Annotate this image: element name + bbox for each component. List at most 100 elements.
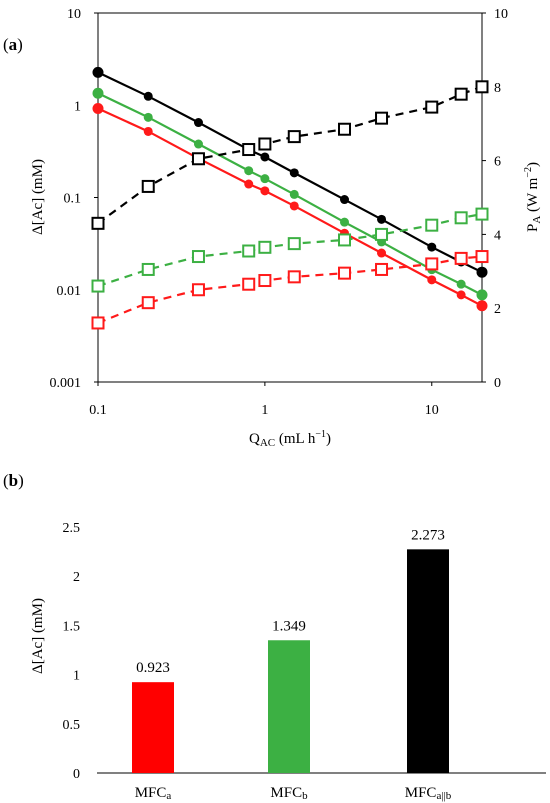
data-point (141, 179, 155, 193)
y2-axis-ticks: 0 2 4 6 8 10 (482, 7, 508, 391)
data-point (340, 217, 350, 227)
bar-y-tick-label: 0 (73, 767, 80, 782)
data-point (476, 266, 488, 278)
y-axis-title: Δ[Ac] (mM) (30, 159, 46, 235)
data-point (242, 244, 256, 258)
bar-y-tick-label: 0.5 (63, 718, 81, 733)
bar-data-label: 2.273 (411, 527, 445, 543)
data-point (377, 214, 387, 224)
bar-y-tick-label: 2 (73, 570, 80, 585)
data-point (338, 266, 352, 280)
data-point (375, 111, 389, 125)
bar-category-label: MFCa (135, 785, 172, 802)
data-point (193, 118, 203, 128)
y2-tick-label: 8 (494, 81, 501, 96)
y-tick-label: 0.01 (57, 284, 82, 299)
data-point (143, 126, 153, 136)
bar (268, 640, 310, 773)
data-point (244, 179, 254, 189)
data-point (92, 87, 104, 99)
bar-categories: MFCa MFCb MFCa||b (135, 785, 452, 802)
x-tick-label: 0.1 (89, 403, 107, 418)
data-point (92, 66, 104, 78)
data-point (141, 262, 155, 276)
data-point (456, 279, 466, 289)
y2-tick-label: 4 (494, 228, 501, 243)
data-point (340, 195, 350, 205)
data-point (242, 143, 256, 157)
panel-b-label: (b) (3, 471, 24, 490)
bar-y-tick-label: 1.5 (63, 619, 81, 634)
data-point (287, 237, 301, 251)
data-point (289, 201, 299, 211)
y-tick-label: 1 (74, 99, 81, 114)
y2-axis-title: PA (W m−2) (523, 162, 543, 232)
x-tick-label: 1 (261, 403, 268, 418)
data-point (289, 189, 299, 199)
data-point (91, 216, 105, 230)
data-point (476, 289, 488, 301)
bar-category-label: MFCa||b (405, 785, 452, 802)
data-point (143, 91, 153, 101)
data-point (193, 139, 203, 149)
data-point (92, 102, 104, 114)
data-point (475, 80, 489, 94)
data-point (258, 274, 272, 288)
data-point (191, 152, 205, 166)
data-point (425, 257, 439, 271)
data-point (258, 137, 272, 151)
data-point (244, 166, 254, 176)
y-tick-label: 0.001 (50, 376, 82, 391)
data-point (289, 168, 299, 178)
series-group (91, 66, 489, 330)
bar-data-label: 0.923 (136, 660, 170, 676)
data-point (375, 227, 389, 241)
data-point (191, 283, 205, 297)
bar-y-axis-title: Δ[Ac] (mM) (30, 598, 46, 674)
data-point (425, 218, 439, 232)
y-tick-label: 10 (67, 7, 81, 22)
data-point (242, 277, 256, 291)
series-line-3 (97, 85, 483, 225)
bar-y-tick-label: 1 (73, 669, 80, 684)
data-point (260, 186, 270, 196)
bar (407, 549, 449, 773)
data-point (456, 290, 466, 300)
data-point (287, 130, 301, 144)
data-point (143, 112, 153, 122)
data-point (287, 270, 301, 284)
x-tick-label: 10 (425, 403, 439, 418)
y2-tick-label: 6 (494, 155, 501, 170)
data-point (427, 275, 437, 285)
data-point (91, 316, 105, 330)
data-point (454, 87, 468, 101)
panel-a-label: (a) (3, 35, 23, 54)
data-point (338, 233, 352, 247)
data-point (141, 296, 155, 310)
data-point (260, 174, 270, 184)
x-axis-title: QAC (mL h−1) (249, 429, 331, 449)
data-point (260, 152, 270, 162)
data-point (454, 211, 468, 225)
data-point (454, 251, 468, 265)
bar-y-axis-ticks: 0 0.5 1 1.5 2 2.5 (63, 521, 81, 782)
y2-tick-label: 0 (494, 376, 501, 391)
data-point (425, 100, 439, 114)
bar-data-label: 1.349 (272, 618, 306, 634)
bar (132, 682, 174, 773)
data-point (475, 250, 489, 264)
data-point (427, 242, 437, 252)
x-axis-ticks: 0.1 1 10 (89, 382, 439, 418)
data-point (377, 248, 387, 258)
data-point (375, 262, 389, 276)
bar-category-label: MFCb (270, 785, 308, 802)
y2-tick-label: 10 (494, 7, 508, 22)
data-point (338, 122, 352, 136)
y2-tick-label: 2 (494, 302, 501, 317)
data-point (191, 250, 205, 264)
y-axis-ticks: 0.001 0.01 0.1 1 10 (50, 7, 98, 391)
y-tick-label: 0.1 (64, 192, 82, 207)
bar-y-tick-label: 2.5 (63, 521, 81, 536)
bars-group: 0.923 1.349 2.273 (132, 527, 449, 773)
